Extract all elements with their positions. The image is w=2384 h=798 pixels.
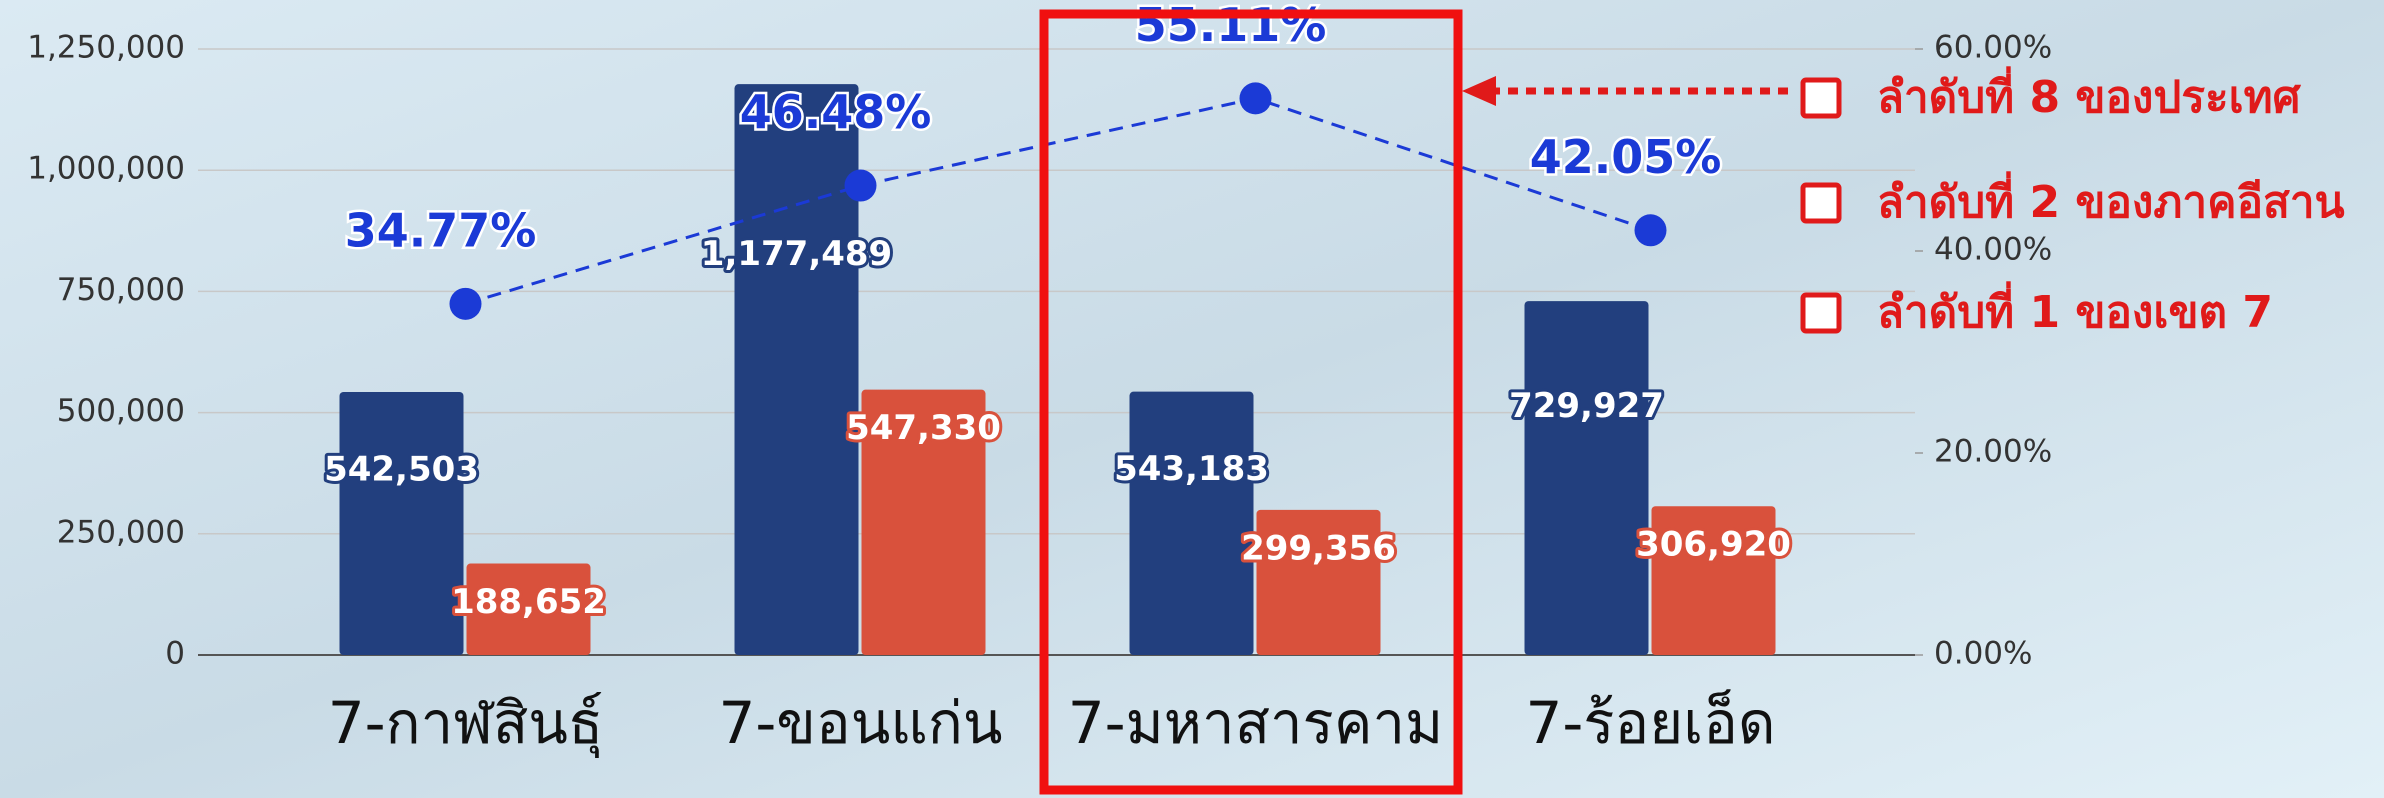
bar [339,391,464,655]
checkbox [1800,77,1842,119]
line-point [844,169,877,202]
line-point [1239,82,1272,115]
data-label: 543,183 [1114,449,1269,489]
data-label: 542,503 [324,449,479,489]
checkbox [1800,182,1842,224]
annotation: ลำดับที่ 2 ของภาคอีสาน [1877,171,2345,228]
data-label: 1,177,489 [701,234,892,274]
annotation: ลำดับที่ 8 ของประเทศ [1877,66,2302,123]
x-tick-label: 7-มหาสารคาม [1068,689,1444,757]
x-tick-label: 7-กาฬสินธุ์ [328,689,604,759]
percent-label: 42.05% [1530,130,1722,184]
bar [1651,506,1776,655]
y-tick-label: 1,250,000 [27,30,185,66]
data-label: 188,652 [451,582,606,622]
x-tick-label: 7-ขอนแก่น [718,689,1002,757]
y-tick-label: 250,000 [57,514,185,550]
bar [466,563,591,655]
bar [734,84,859,656]
data-label: 729,927 [1509,386,1664,426]
percent-label: 46.48% [740,85,932,139]
line-point [1634,214,1667,247]
bar [861,389,986,655]
y-tick-label: 500,000 [57,393,185,429]
bar [1256,509,1381,655]
bar [1524,301,1649,655]
line-point [449,287,482,320]
bar [1129,391,1254,655]
percent-label: 34.77% [345,203,537,257]
arrow-head [1462,76,1496,106]
y2-tick-label: 40.00% [1934,232,2052,268]
y-tick-label: 0 [165,636,185,672]
x-tick-label: 7-ร้อยเอ็ด [1525,689,1775,757]
y-tick-label: 1,000,000 [27,151,185,187]
y2-tick-label: 0.00% [1934,636,2032,672]
highlight-box [1039,9,1463,795]
y2-tick-label: 20.00% [1934,434,2052,470]
line [465,96,1651,306]
y-tick-label: 750,000 [57,272,185,308]
checkbox [1800,292,1842,334]
percent-label: 55.11% [1135,0,1327,52]
annotation: ลำดับที่ 1 ของเขต 7 [1877,281,2273,338]
data-label: 547,330 [846,408,1001,448]
y2-tick-label: 60.00% [1934,30,2052,66]
data-label: 306,920 [1636,525,1791,565]
data-label: 299,356 [1241,528,1396,568]
